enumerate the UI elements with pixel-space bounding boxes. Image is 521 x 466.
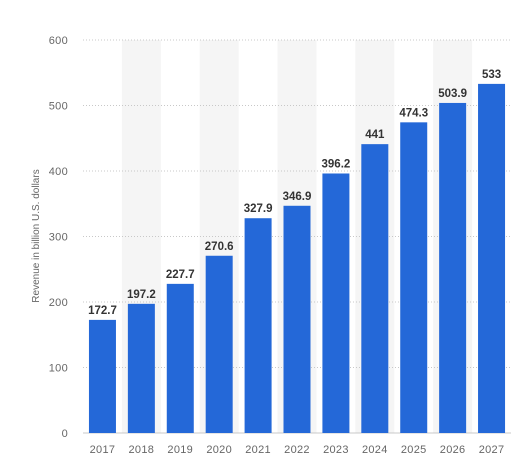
bar [88,319,116,433]
y-tick-label: 0 [62,428,68,440]
y-axis-label: Revenue in billion U.S. dollars [31,169,42,302]
x-tick-label: 2026 [440,444,466,456]
x-tick-label: 2020 [206,444,232,456]
data-label: 227.7 [166,269,195,281]
y-tick-label: 400 [49,166,68,178]
bar [322,173,350,433]
bar [400,122,428,434]
bar [127,303,155,433]
data-label: 474.3 [399,107,428,119]
bar [439,102,467,434]
x-tick-label: 2023 [323,444,349,456]
bar [244,218,272,433]
x-tick-label: 2027 [479,444,505,456]
y-axis-ticks: 0 100 200 300 400 500 600 [49,35,68,440]
bar [205,255,233,433]
data-label: 346.9 [283,191,312,203]
data-label: 533 [482,69,501,81]
x-tick-label: 2019 [167,444,193,456]
y-tick-label: 200 [49,297,68,309]
data-label: 172.7 [88,305,117,317]
bar [361,144,389,433]
x-axis-ticks: 2017 2018 2019 2020 2021 2022 2023 2024 2025 2026… [90,444,505,456]
bar [166,283,194,433]
y-tick-label: 100 [49,363,68,375]
x-tick-label: 2022 [284,444,310,456]
y-tick-label: 600 [49,35,68,47]
data-label: 197.2 [127,289,156,301]
y-tick-label: 300 [49,232,68,244]
x-tick-label: 2017 [90,444,116,456]
data-label: 270.6 [205,241,234,253]
bar [283,205,311,433]
x-tick-label: 2024 [362,444,388,456]
data-label: 396.2 [322,158,351,170]
data-label: 327.9 [244,203,273,215]
x-tick-label: 2025 [401,444,427,456]
data-label: 503.9 [438,88,467,100]
bar [478,83,506,433]
x-tick-label: 2018 [129,444,155,456]
data-labels: 172.7 197.2 227.7 270.6 327.9 346.9 396.2 441 47… [88,69,501,317]
bars [88,83,506,434]
data-label: 441 [365,129,385,141]
y-tick-label: 500 [49,101,68,113]
x-tick-label: 2021 [245,444,271,456]
